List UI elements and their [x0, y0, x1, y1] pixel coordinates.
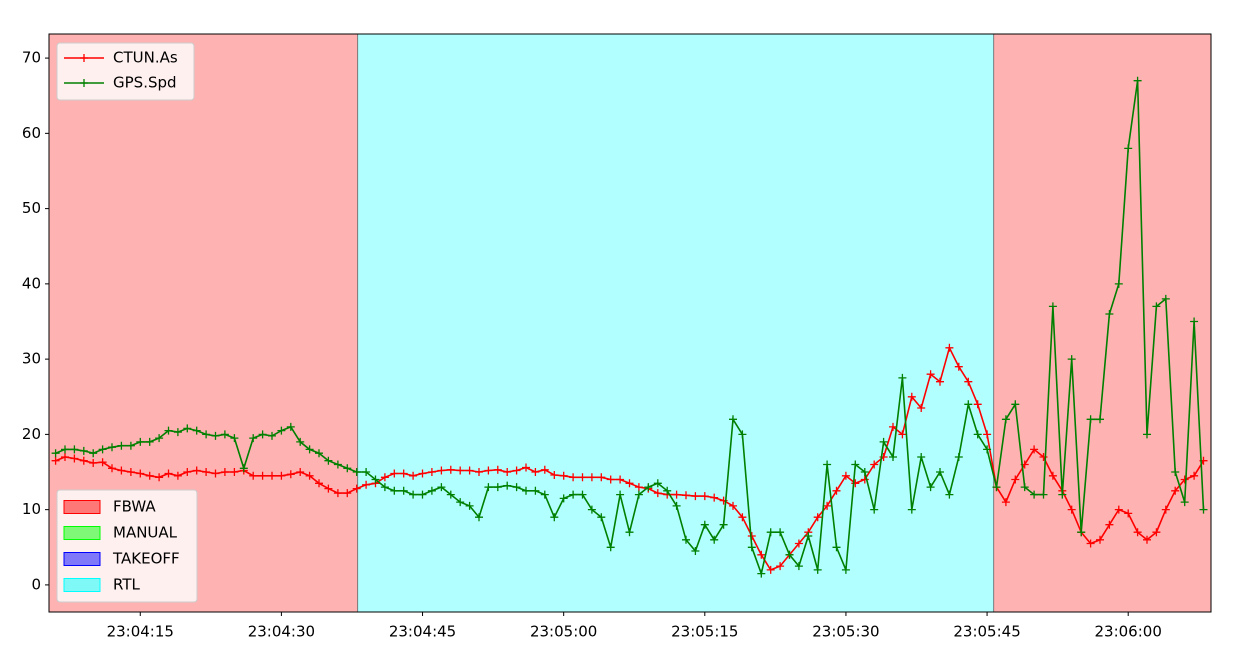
x-tick-label: 23:05:15 — [671, 623, 738, 641]
mode-legend-box — [56, 489, 198, 603]
x-tick-label: 23:04:15 — [107, 623, 174, 641]
x-tick-label: 23:04:45 — [389, 623, 456, 641]
legend-marker — [80, 79, 88, 87]
x-tick-label: 23:05:30 — [812, 623, 879, 641]
x-tick-label: 23:06:00 — [1095, 623, 1162, 641]
legend-marker — [80, 54, 88, 62]
x-tick-label: 23:05:45 — [953, 623, 1020, 641]
plot-frame — [48, 33, 1212, 613]
y-tick-label: 10 — [22, 500, 41, 518]
y-tick-label: 50 — [22, 199, 41, 217]
x-tick-label: 23:05:00 — [530, 623, 597, 641]
x-tick-label: 23:04:30 — [248, 623, 315, 641]
mode-span — [357, 34, 994, 612]
y-tick-label: 40 — [22, 274, 41, 292]
mode-legend-patch — [63, 578, 101, 592]
y-tick-label: 70 — [22, 49, 41, 67]
mode-legend-patch — [63, 552, 101, 566]
y-tick-label: 60 — [22, 124, 41, 142]
mode-legend-patch — [63, 500, 101, 514]
legend-label: GPS.Spd — [113, 74, 177, 92]
series-markers — [51, 76, 1208, 578]
mode-legend-label: TAKEOFF — [112, 550, 180, 568]
mode-legend-label: FBWA — [113, 498, 156, 516]
legend-label: CTUN.As — [113, 49, 178, 67]
mode-legend-label: RTL — [113, 576, 140, 594]
mode-legend-patch — [63, 526, 101, 540]
mode-legend-label: MANUAL — [113, 524, 178, 542]
y-tick-label: 30 — [22, 350, 41, 368]
y-tick-label: 0 — [31, 575, 41, 593]
y-tick-label: 20 — [22, 425, 41, 443]
mode-span — [993, 34, 1211, 612]
